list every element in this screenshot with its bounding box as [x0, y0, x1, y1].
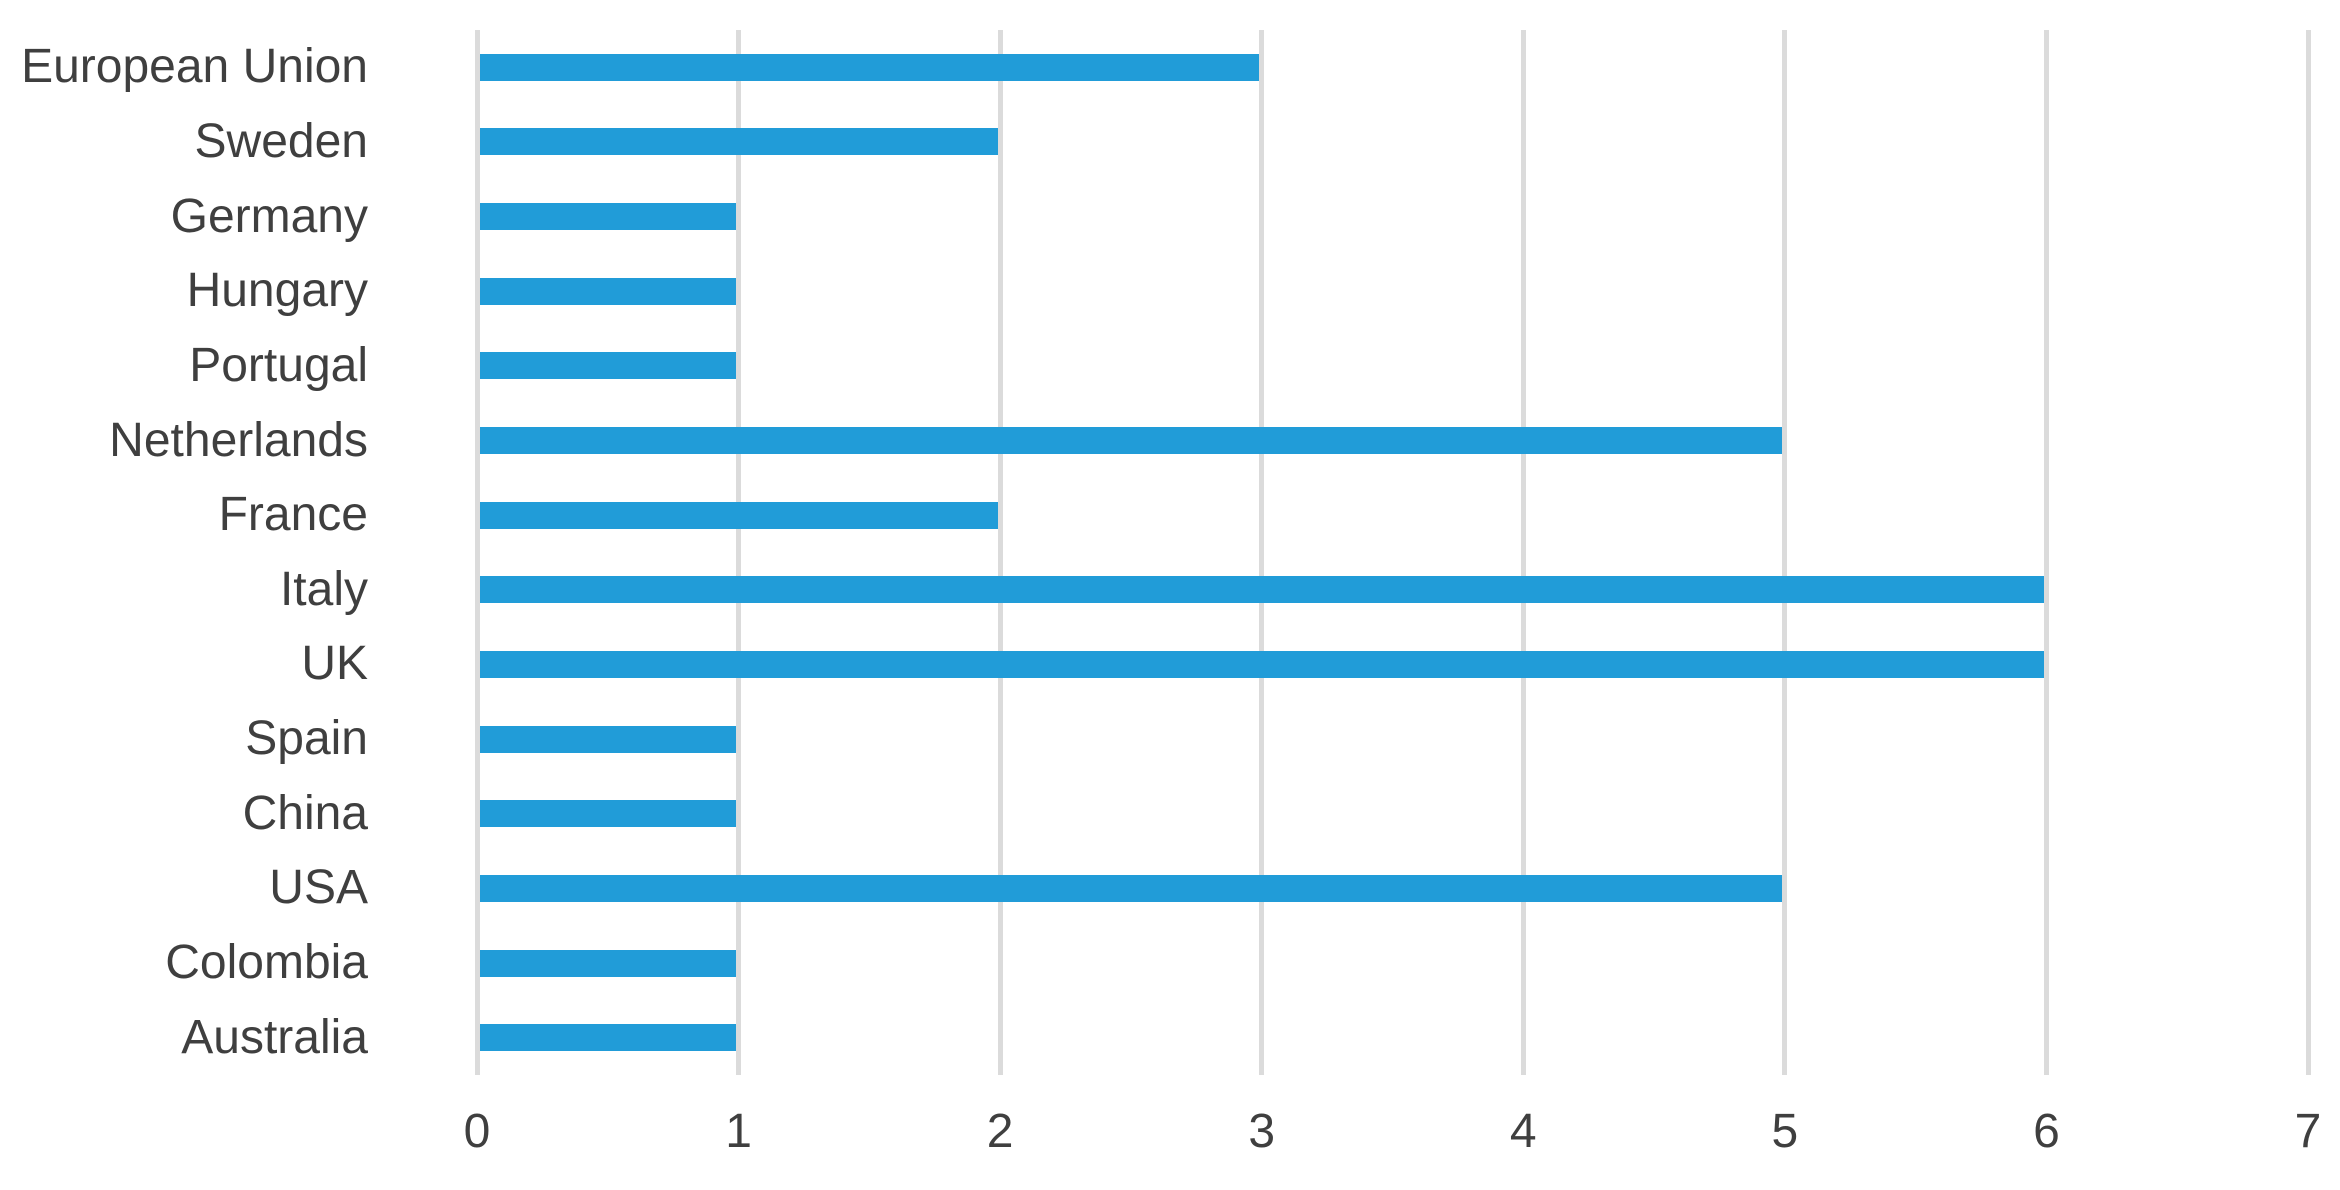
bar	[479, 53, 1260, 81]
bar	[479, 427, 1783, 455]
bar	[479, 650, 2044, 678]
gridline-x-5	[1782, 30, 1788, 1075]
x-tick-label: 1	[725, 1105, 752, 1158]
category-label: Italy	[279, 562, 368, 616]
category-label: Portugal	[189, 338, 368, 392]
gridline-x-0	[474, 30, 480, 1075]
bar	[479, 501, 998, 529]
category-label: UK	[301, 637, 368, 691]
category-label: Colombia	[165, 936, 368, 990]
bar	[479, 800, 737, 828]
category-label: China	[242, 786, 368, 840]
gridline-x-6	[2043, 30, 2049, 1075]
gridline-x-1	[736, 30, 742, 1075]
gridline-x-4	[1520, 30, 1526, 1075]
bar	[479, 949, 737, 977]
x-tick-label: 0	[463, 1105, 491, 1158]
x-tick-label: 4	[1509, 1105, 1537, 1158]
bar	[479, 352, 737, 380]
gridline-x-3	[1259, 30, 1265, 1075]
category-label: Germany	[170, 189, 368, 243]
x-tick-label: 2	[986, 1105, 1014, 1158]
category-label: Hungary	[186, 264, 368, 318]
bar	[479, 277, 737, 305]
category-label: Australia	[181, 1010, 368, 1064]
gridline-x-7	[2305, 30, 2311, 1075]
category-label: Netherlands	[109, 413, 368, 467]
bar	[479, 874, 1783, 902]
category-label: Sweden	[194, 114, 368, 168]
x-tick-label: 3	[1248, 1105, 1276, 1158]
bar	[479, 128, 998, 156]
gridline-x-2	[997, 30, 1003, 1075]
x-tick-label: 7	[2294, 1105, 2322, 1158]
category-label: European Union	[21, 40, 368, 94]
x-tick-label: 6	[2033, 1105, 2060, 1158]
bar	[479, 576, 2044, 604]
category-label: France	[218, 488, 368, 542]
bar	[479, 1024, 737, 1052]
category-label: Spain	[245, 712, 368, 766]
x-tick-label: 5	[1771, 1105, 1799, 1158]
bar	[479, 725, 737, 753]
bar	[479, 203, 737, 231]
category-label: USA	[269, 861, 368, 915]
